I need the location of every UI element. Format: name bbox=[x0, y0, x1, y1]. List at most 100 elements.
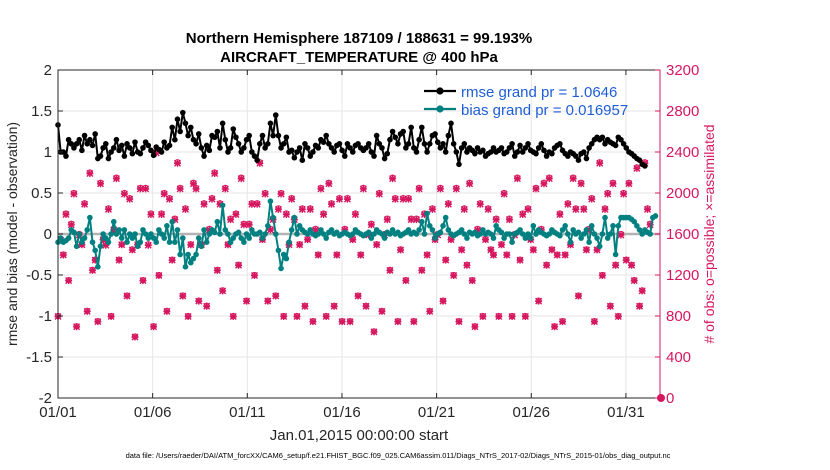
bias-point bbox=[89, 239, 96, 245]
rmse-point bbox=[416, 136, 422, 143]
obs-assimilated-point bbox=[439, 297, 447, 305]
obs-assimilated-point bbox=[227, 216, 235, 224]
obs-assimilated-point bbox=[508, 313, 516, 321]
obs-assimilated-point bbox=[89, 266, 97, 274]
bias-point bbox=[458, 227, 465, 233]
rmse-point bbox=[381, 155, 388, 162]
right-y-tick-label: 800 bbox=[666, 308, 691, 325]
bias-point bbox=[389, 227, 396, 233]
rmse-point bbox=[503, 149, 510, 155]
bias-point bbox=[307, 227, 314, 233]
bias-point bbox=[222, 227, 229, 233]
rmse-point bbox=[432, 131, 438, 137]
rmse-point bbox=[211, 134, 218, 141]
rmse-point bbox=[299, 157, 306, 163]
bias-point bbox=[567, 239, 574, 245]
obs-assimilated-point bbox=[370, 328, 378, 336]
rmse-point bbox=[411, 145, 417, 151]
obs-assimilated-point bbox=[644, 205, 652, 213]
obs-assimilated-point bbox=[572, 205, 580, 213]
obs-assimilated-point bbox=[86, 170, 94, 178]
rmse-point bbox=[328, 145, 335, 151]
bias-point bbox=[113, 231, 120, 237]
rmse-point bbox=[187, 124, 194, 131]
rmse-point bbox=[180, 109, 186, 116]
right-axis-ticks: 0 400 800 1200 1600 2000 2400 2800 3200 bbox=[655, 62, 699, 407]
bias-point bbox=[381, 235, 388, 241]
rmse-point bbox=[368, 149, 375, 155]
x-axis-label: Jan.01,2015 00:00:00 start bbox=[270, 427, 449, 444]
bias-point bbox=[286, 239, 292, 245]
bias-point bbox=[291, 214, 298, 221]
rmse-point bbox=[225, 149, 231, 155]
obs-assimilated-point bbox=[272, 292, 280, 300]
rmse-point bbox=[347, 145, 353, 151]
bias-point bbox=[562, 223, 568, 229]
bias-point bbox=[509, 239, 515, 245]
rmse-point bbox=[514, 149, 521, 155]
bias-point bbox=[488, 231, 494, 237]
obs-assimilated-point bbox=[67, 221, 75, 229]
rmse-point bbox=[81, 132, 88, 139]
bias-point bbox=[578, 235, 584, 241]
rmse-point bbox=[272, 112, 279, 118]
obs-assimilated-point bbox=[601, 205, 609, 213]
bias-point bbox=[480, 227, 486, 233]
chart-title-line2: AIRCRAFT_TEMPERATURE @ 400 hPa bbox=[220, 49, 498, 66]
rmse-point bbox=[620, 141, 627, 147]
rmse-point bbox=[124, 141, 130, 147]
bias-point bbox=[387, 231, 393, 237]
bias-point bbox=[586, 239, 592, 245]
obs-assimilated-point bbox=[349, 236, 357, 244]
bias-point bbox=[87, 214, 93, 221]
rmse-point bbox=[169, 124, 175, 131]
rmse-point bbox=[339, 147, 345, 154]
bias-point bbox=[527, 235, 534, 241]
bias-point bbox=[57, 235, 64, 241]
bias-point bbox=[249, 227, 255, 233]
obs-assimilated-point bbox=[548, 246, 556, 254]
obs-assimilated-point bbox=[476, 200, 484, 208]
bias-point bbox=[580, 231, 587, 237]
obs-assimilated-point bbox=[296, 241, 304, 249]
obs-assimilated-point bbox=[317, 185, 325, 193]
obs-assimilated-point bbox=[147, 211, 155, 219]
bias-point bbox=[596, 243, 603, 250]
obs-assimilated-point bbox=[561, 251, 569, 259]
bias-series-layer bbox=[55, 198, 659, 272]
bias-point bbox=[533, 231, 539, 237]
bias-point bbox=[92, 247, 98, 254]
obs-assimilated-point bbox=[346, 318, 354, 326]
obs-assimilated-point bbox=[580, 205, 588, 213]
bias-point bbox=[318, 227, 324, 233]
rmse-point bbox=[198, 145, 205, 151]
obs-assimilated-point bbox=[94, 318, 102, 326]
obs-assimilated-point bbox=[306, 205, 314, 213]
obs-assimilated-point bbox=[309, 318, 317, 326]
rmse-point bbox=[235, 141, 242, 147]
rmse-point bbox=[464, 149, 470, 155]
bias-point bbox=[132, 231, 138, 237]
rmse-point bbox=[243, 136, 250, 143]
obs-assimilated-point bbox=[112, 175, 120, 183]
obs-assimilated-point bbox=[620, 190, 628, 198]
rmse-point bbox=[294, 149, 300, 155]
obs-assimilated-point bbox=[482, 236, 490, 244]
obs-assimilated-point bbox=[418, 266, 426, 274]
obs-assimilated-point bbox=[426, 307, 434, 315]
rmse-point bbox=[445, 132, 452, 139]
obs-assimilated-point bbox=[489, 251, 497, 259]
obs-assimilated-point bbox=[359, 185, 367, 193]
rmse-point bbox=[488, 149, 494, 155]
bias-point bbox=[174, 227, 181, 233]
chart-title-line1: Northern Hemisphere 187109 / 188631 = 99… bbox=[186, 30, 532, 47]
bias-point bbox=[477, 231, 484, 237]
bias-point bbox=[217, 231, 223, 237]
obs-assimilated-point bbox=[104, 205, 112, 213]
rmse-point bbox=[60, 149, 67, 155]
rmse-point bbox=[259, 132, 266, 139]
bias-point bbox=[498, 229, 505, 236]
obs-assimilated-point bbox=[150, 323, 158, 331]
